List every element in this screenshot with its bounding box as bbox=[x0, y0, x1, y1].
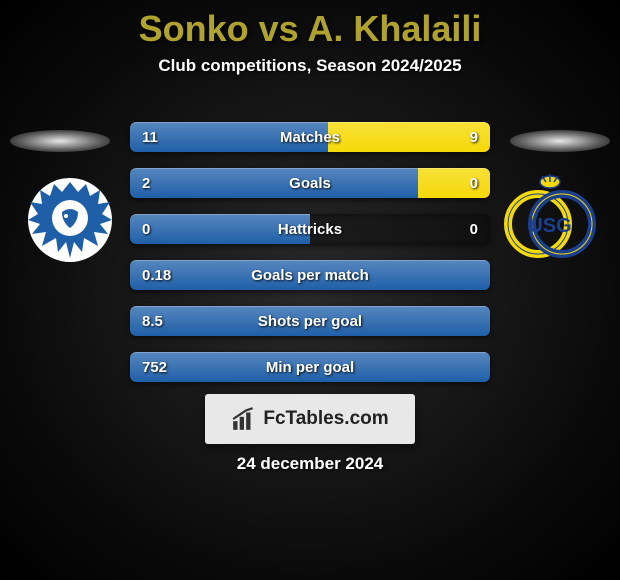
crest-shadow-right bbox=[510, 130, 610, 152]
stat-row-goals: 20Goals bbox=[130, 168, 490, 198]
comparison-title: Sonko vs A. Khalaili bbox=[0, 0, 620, 50]
bar-fill-left bbox=[130, 306, 490, 336]
bar-fill-left bbox=[130, 168, 418, 198]
stat-value-right: 0 bbox=[470, 214, 478, 244]
player2-name: A. Khalaili bbox=[307, 8, 481, 49]
date-text: 24 december 2024 bbox=[0, 454, 620, 474]
stat-row-min-per-goal: 752Min per goal bbox=[130, 352, 490, 382]
stat-row-goals-per-match: 0.18Goals per match bbox=[130, 260, 490, 290]
crest-right-letters: USG bbox=[528, 215, 571, 237]
stat-row-matches: 119Matches bbox=[130, 122, 490, 152]
team-crest-right: USG bbox=[500, 170, 600, 270]
crest-shadow-left bbox=[10, 130, 110, 152]
bar-fill-left bbox=[130, 122, 328, 152]
vs-text: vs bbox=[259, 8, 299, 49]
bar-fill-right bbox=[418, 168, 490, 198]
stat-row-hattricks: 00Hattricks bbox=[130, 214, 490, 244]
watermark-text: FcTables.com bbox=[263, 408, 388, 430]
watermark[interactable]: FcTables.com bbox=[205, 394, 415, 444]
team-crest-left bbox=[20, 170, 120, 270]
bar-fill-left bbox=[130, 352, 490, 382]
stat-bars: 119Matches 20Goals 00Hattricks 0.18Goals pe… bbox=[130, 122, 490, 398]
watermark-chart-icon bbox=[231, 406, 257, 432]
bar-fill-right bbox=[328, 122, 490, 152]
player1-name: Sonko bbox=[139, 8, 249, 49]
subtitle: Club competitions, Season 2024/2025 bbox=[0, 56, 620, 76]
stat-row-shots-per-goal: 8.5Shots per goal bbox=[130, 306, 490, 336]
bar-fill-left bbox=[130, 214, 310, 244]
bar-fill-left bbox=[130, 260, 490, 290]
